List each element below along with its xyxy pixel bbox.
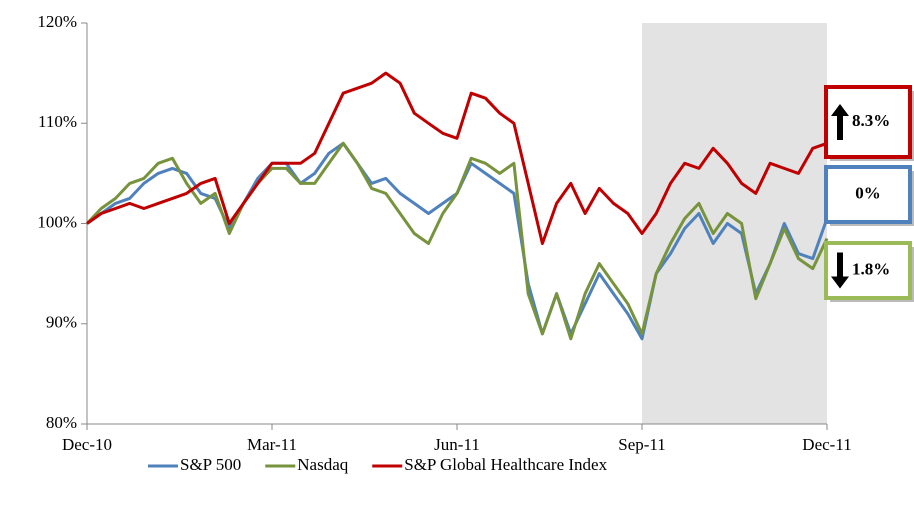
legend-item: Nasdaq: [265, 455, 349, 474]
series-line: [86, 71, 828, 245]
y-tick-label: 100%: [37, 212, 77, 231]
annotation-label: 0%: [855, 183, 881, 202]
x-tick-label: Sep-11: [618, 435, 666, 454]
annotation-arrow: [831, 252, 849, 289]
y-tick-label: 80%: [46, 413, 77, 432]
y-tick-label: 90%: [46, 313, 77, 332]
y-tick-label: 110%: [38, 112, 77, 131]
annotation-arrow: [831, 104, 849, 140]
annotation-label: 1.8%: [852, 259, 890, 278]
annotation-label: 8.3%: [852, 111, 890, 130]
x-tick-label: Dec-11: [802, 435, 851, 454]
x-tick-label: Jun-11: [434, 435, 480, 454]
legend-label: Nasdaq: [297, 455, 348, 474]
series-line: [85, 141, 829, 341]
legend-item: S&P Global Healthcare Index: [372, 455, 608, 474]
legend-item: S&P 500: [148, 455, 241, 474]
legend-label: S&P 500: [180, 455, 241, 474]
y-tick-label: 120%: [37, 12, 77, 31]
legend-label: S&P Global Healthcare Index: [404, 455, 607, 474]
x-tick-label: Mar-11: [247, 435, 297, 454]
shaded-region: [642, 23, 827, 424]
annotation-box: [824, 165, 912, 224]
x-tick-label: Dec-10: [62, 435, 112, 454]
